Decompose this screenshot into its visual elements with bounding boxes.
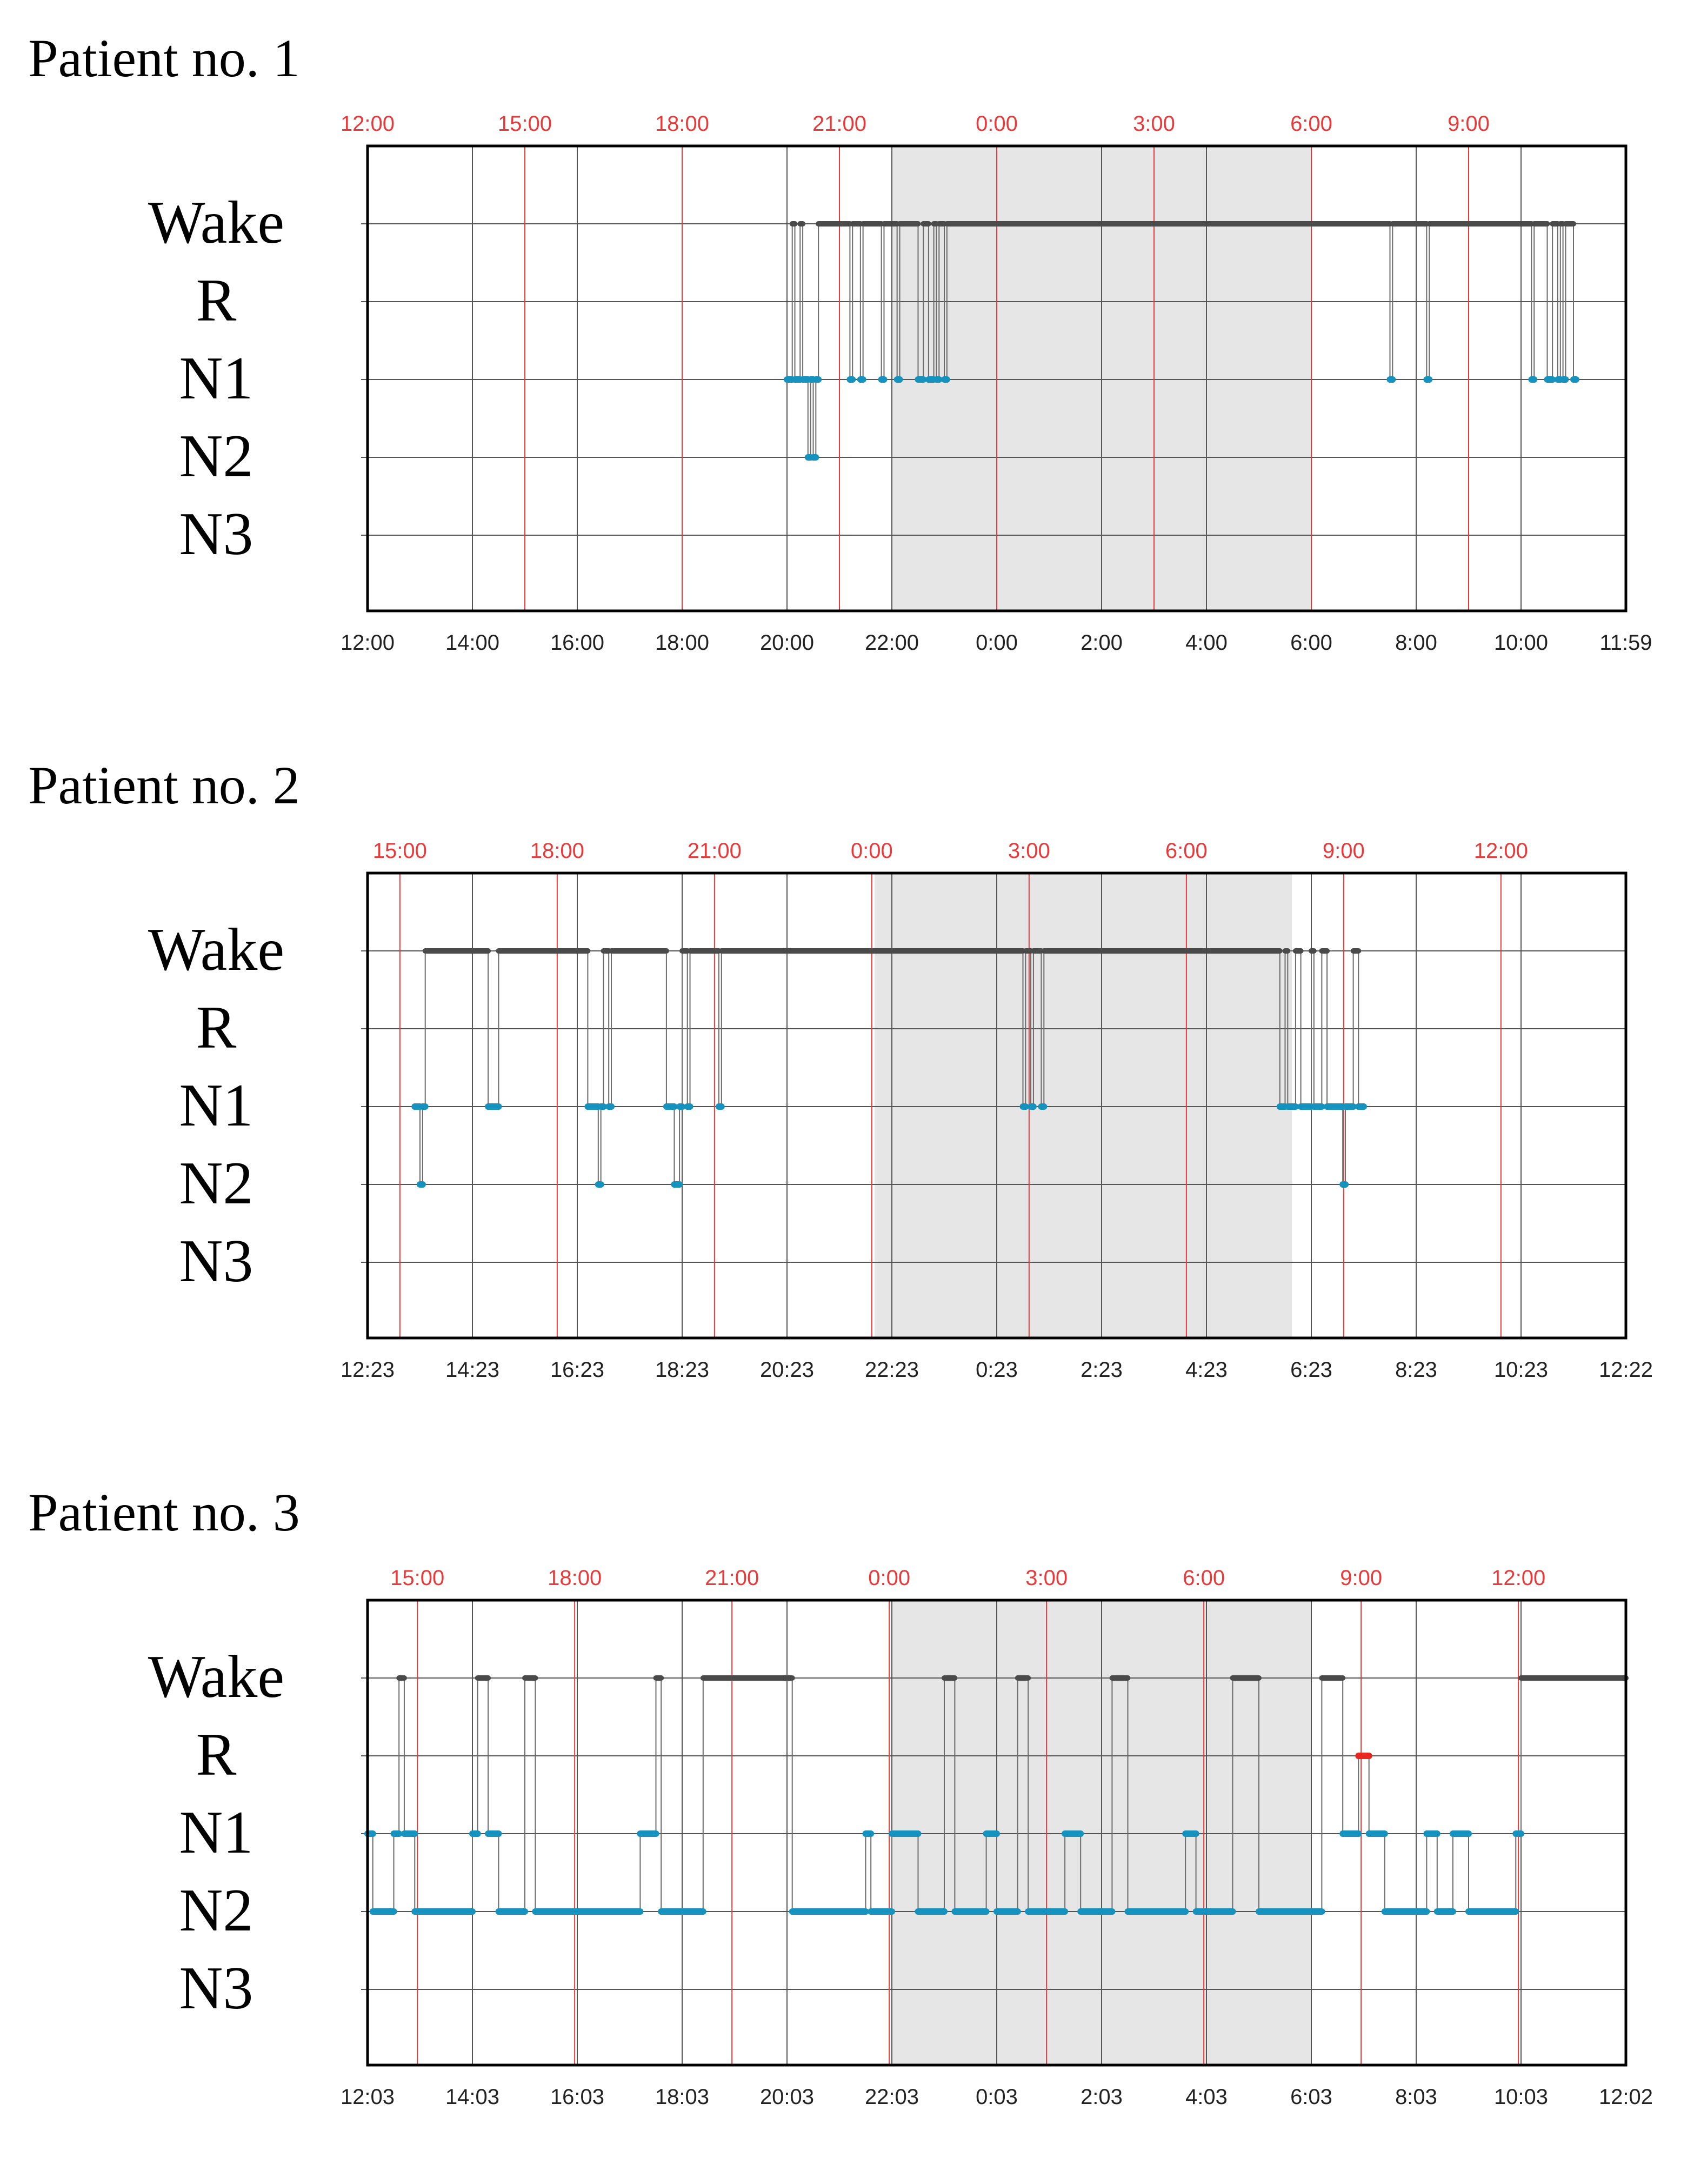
y-label-n2: N2 <box>179 1877 254 1944</box>
x-tick-label-bottom: 10:03 <box>1494 2085 1548 2109</box>
plot-frame <box>366 1599 1628 2067</box>
x-tick-label-bottom: 14:23 <box>445 1358 499 1382</box>
stage-trace-line <box>368 1677 1626 1912</box>
x-tick-label-bottom: 2:23 <box>1081 1358 1123 1382</box>
x-tick-label-bottom: 10:23 <box>1494 1358 1548 1382</box>
hypnogram-chart-2: 12:23 14:23 16:23 18:23 20:23 22:23 0:23 2:23 4:… <box>341 839 1653 1382</box>
x-tick-label-bottom: 20:03 <box>760 2085 814 2109</box>
x-tick-label-top: 9:00 <box>1448 112 1490 136</box>
chart-title: Patient no. 1 <box>28 28 300 88</box>
x-tick-label-bottom: 16:00 <box>550 631 604 655</box>
y-label-n1: N1 <box>179 1799 254 1866</box>
hypnogram-chart-3: 12:03 14:03 16:03 18:03 20:03 22:03 0:03 2:03 4:… <box>341 1566 1653 2109</box>
plot-frame <box>366 144 1628 612</box>
x-tick-label-bottom: 6:23 <box>1290 1358 1332 1382</box>
y-label-r: R <box>196 994 237 1061</box>
x-tick-label-top: 12:00 <box>1491 1566 1545 1590</box>
x-tick-label-bottom: 0:00 <box>976 631 1018 655</box>
x-tick-label-bottom: 22:00 <box>865 631 919 655</box>
plot-frame <box>366 871 1628 1340</box>
x-tick-label-bottom: 6:00 <box>1290 631 1332 655</box>
y-label-n3: N3 <box>179 1955 254 2022</box>
x-tick-label-bottom: 18:03 <box>655 2085 709 2109</box>
x-tick-label-top: 6:00 <box>1183 1566 1225 1590</box>
x-tick-label-top: 3:00 <box>1133 112 1175 136</box>
x-tick-label-top: 12:00 <box>341 112 395 136</box>
chart-title: Patient no. 2 <box>28 755 300 815</box>
x-tick-label-top: 6:00 <box>1165 839 1208 863</box>
x-tick-label-top: 0:00 <box>851 839 893 863</box>
y-label-n3: N3 <box>179 501 254 568</box>
x-tick-label-bottom: 6:03 <box>1290 2085 1332 2109</box>
x-tick-label-bottom: 12:02 <box>1599 2085 1653 2109</box>
x-tick-label-top: 9:00 <box>1340 1566 1382 1590</box>
y-label-n1: N1 <box>179 345 254 412</box>
x-tick-label-top: 12:00 <box>1474 839 1528 863</box>
chart-panel-2: Patient no. 2 Wake R N1 N2 N3 12:23 14:23… <box>0 754 1694 1457</box>
x-tick-label-bottom: 12:00 <box>341 631 395 655</box>
x-tick-label-top: 3:00 <box>1008 839 1050 863</box>
x-tick-label-top: 21:00 <box>688 839 742 863</box>
x-tick-label-bottom: 4:00 <box>1185 631 1228 655</box>
x-tick-label-bottom: 16:03 <box>550 2085 604 2109</box>
x-tick-label-top: 21:00 <box>812 112 866 136</box>
chart-panel-1: Patient no. 1 Wake R N1 N2 N3 12:00 14:00… <box>0 27 1694 730</box>
y-label-n2: N2 <box>179 423 254 490</box>
x-tick-label-bottom: 8:00 <box>1395 631 1437 655</box>
x-tick-label-bottom: 0:03 <box>976 2085 1018 2109</box>
x-tick-label-top: 18:00 <box>548 1566 602 1590</box>
x-tick-label-bottom: 4:03 <box>1185 2085 1228 2109</box>
x-tick-label-bottom: 12:03 <box>341 2085 395 2109</box>
x-tick-label-bottom: 22:03 <box>865 2085 919 2109</box>
x-tick-label-top: 18:00 <box>530 839 584 863</box>
x-tick-label-top: 9:00 <box>1323 839 1365 863</box>
x-tick-label-bottom: 22:23 <box>865 1358 919 1382</box>
chart-panel-3: Patient no. 3 Wake R N1 N2 N3 12:03 14:03… <box>0 1481 1694 2184</box>
x-tick-label-bottom: 12:23 <box>341 1358 395 1382</box>
x-tick-label-top: 15:00 <box>373 839 427 863</box>
y-label-wake: Wake <box>148 189 285 256</box>
y-label-r: R <box>196 267 237 334</box>
x-tick-label-bottom: 0:23 <box>976 1358 1018 1382</box>
night-shade <box>874 873 1292 1338</box>
x-tick-label-top: 0:00 <box>868 1566 910 1590</box>
y-label-wake: Wake <box>148 916 285 983</box>
x-tick-label-top: 6:00 <box>1290 112 1332 136</box>
y-label-wake: Wake <box>148 1643 285 1710</box>
x-tick-label-bottom: 11:59 <box>1599 631 1652 655</box>
x-tick-label-bottom: 18:00 <box>655 631 709 655</box>
x-tick-label-bottom: 14:03 <box>445 2085 499 2109</box>
x-tick-label-bottom: 10:00 <box>1494 631 1548 655</box>
x-tick-label-bottom: 2:03 <box>1081 2085 1123 2109</box>
x-tick-label-top: 3:00 <box>1025 1566 1068 1590</box>
x-tick-label-bottom: 20:23 <box>760 1358 814 1382</box>
x-tick-label-top: 21:00 <box>705 1566 759 1590</box>
hypnogram-chart-1: 12:00 14:00 16:00 18:00 20:00 22:00 0:00 2:00 4:… <box>341 112 1652 655</box>
x-tick-label-top: 15:00 <box>498 112 552 136</box>
x-tick-label-top: 15:00 <box>390 1566 444 1590</box>
x-tick-label-bottom: 4:23 <box>1185 1358 1228 1382</box>
x-tick-label-top: 18:00 <box>655 112 709 136</box>
y-label-n1: N1 <box>179 1072 254 1139</box>
y-label-n3: N3 <box>179 1228 254 1295</box>
x-tick-label-bottom: 12:22 <box>1599 1358 1653 1382</box>
x-tick-label-bottom: 8:23 <box>1395 1358 1437 1382</box>
y-label-n2: N2 <box>179 1150 254 1217</box>
x-tick-label-bottom: 16:23 <box>550 1358 604 1382</box>
x-tick-label-bottom: 20:00 <box>760 631 814 655</box>
chart-title: Patient no. 3 <box>28 1482 300 1542</box>
x-tick-label-bottom: 2:00 <box>1081 631 1123 655</box>
x-tick-label-top: 0:00 <box>976 112 1018 136</box>
x-tick-label-bottom: 14:00 <box>445 631 499 655</box>
x-tick-label-bottom: 8:03 <box>1395 2085 1437 2109</box>
x-tick-label-bottom: 18:23 <box>655 1358 709 1382</box>
y-label-r: R <box>196 1721 237 1788</box>
